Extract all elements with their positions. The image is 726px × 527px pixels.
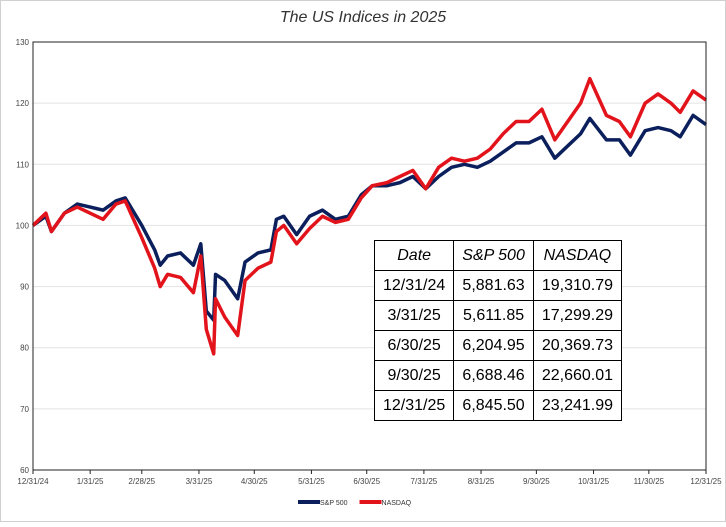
table-cell: 9/30/25 [373,360,455,391]
table-cell: 6,845.50 [453,390,534,421]
series-line [31,76,708,356]
table-row: 6/30/25 6,204.95 20,369.73 [373,330,623,361]
data-table: Date S&P 500 NASDAQ 12/31/24 5,881.63 19,310.… [373,240,623,421]
x-tick-label: 3/31/25 [186,477,213,486]
x-tick-label: 9/30/25 [523,477,550,486]
x-tick-label: 12/31/24 [17,477,49,486]
x-tick-label: 2/28/25 [128,477,155,486]
y-tick-label: 70 [20,405,29,414]
table-cell: 5,881.63 [453,270,534,301]
table-cell: 22,660.01 [532,360,623,391]
y-tick-label: 100 [16,221,30,230]
table-cell: 20,369.73 [532,330,623,361]
table-row: 3/31/25 5,611.85 17,299.29 [373,300,623,331]
x-tick-label: 10/31/25 [578,477,610,486]
x-tick-label: 1/31/25 [77,477,104,486]
y-tick-label: 120 [16,99,30,108]
table-cell: 6,688.46 [453,360,534,391]
table-cell: 12/31/24 [373,270,455,301]
y-tick-label: 60 [20,466,29,475]
table-row: 12/31/24 5,881.63 19,310.79 [373,270,623,301]
y-tick-label: 80 [20,344,29,353]
table-cell: 6,204.95 [453,330,534,361]
chart-title: The US Indices in 2025 [280,9,446,26]
x-tick-label: 5/31/25 [298,477,325,486]
table-row: 12/31/25 6,845.50 23,241.99 [373,390,623,421]
x-tick-label: 11/30/25 [634,477,665,486]
table-row: 9/30/25 6,688.46 22,660.01 [373,360,623,391]
table-cell: 23,241.99 [532,390,623,421]
legend-label: NASDAQ [382,500,412,507]
legend-label: S&P 500 [320,500,348,507]
x-tick-label: 12/31/25 [690,477,722,486]
table-cell: 12/31/25 [373,390,455,421]
x-tick-label: 4/30/25 [241,477,268,486]
x-tick-label: 8/31/25 [468,477,495,486]
table-header-cell: S&P 500 [453,240,534,271]
table-cell: 17,299.29 [532,300,623,331]
table-cell: 19,310.79 [532,270,623,301]
table-cell: 5,611.85 [453,300,534,331]
y-tick-label: 130 [16,38,30,47]
plot-border [32,41,707,471]
table-header-cell: NASDAQ [532,240,623,271]
y-tick-label: 90 [20,283,29,292]
y-tick-label: 110 [16,160,29,169]
x-tick-label: 6/30/25 [353,477,380,486]
table-header-row: Date S&P 500 NASDAQ [373,240,623,271]
series-line [31,113,708,322]
table-cell: 6/30/25 [373,330,455,361]
x-tick-label: 7/31/25 [411,477,438,486]
table-header-cell: Date [373,240,455,271]
table-cell: 3/31/25 [373,300,455,331]
